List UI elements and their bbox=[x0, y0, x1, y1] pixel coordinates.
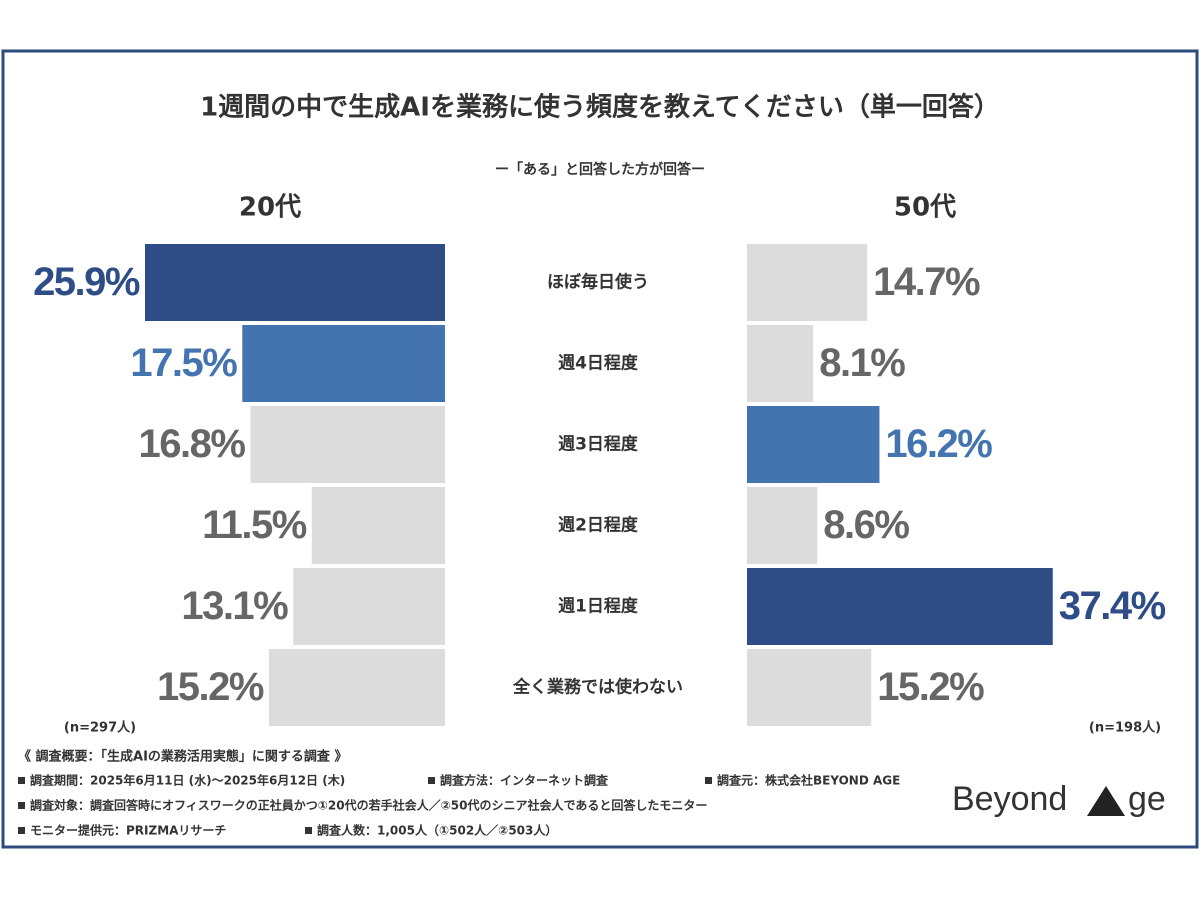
footer-heading: 《 調査概要：「生成AIの業務活用実態」に関する調査 》 bbox=[18, 749, 347, 765]
value-label: 15.2% bbox=[877, 665, 984, 709]
bar bbox=[268, 649, 445, 726]
bullet bbox=[305, 827, 312, 834]
category-label: 週1日程度 bbox=[558, 596, 639, 617]
panel-title: 20代 bbox=[239, 193, 301, 223]
bar bbox=[747, 325, 814, 402]
category-label: 全く業務では使わない bbox=[512, 677, 683, 698]
bullet bbox=[18, 827, 25, 834]
bullet bbox=[428, 777, 435, 784]
footer-item: 調査期間：2025年6月11日 (水)～2025年6月12日 (木) bbox=[30, 773, 345, 788]
bar bbox=[242, 325, 445, 402]
footer-item: 調査方法：インターネット調査 bbox=[440, 773, 609, 788]
logo-text: Beyond bbox=[952, 780, 1067, 818]
logo-triangle bbox=[1087, 786, 1125, 816]
bar bbox=[250, 406, 445, 483]
value-label: 16.8% bbox=[138, 422, 245, 466]
value-label: 8.6% bbox=[823, 503, 909, 547]
frame bbox=[1, 49, 1199, 849]
bar bbox=[311, 487, 445, 564]
category-label: 週4日程度 bbox=[558, 353, 639, 374]
value-label: 13.1% bbox=[181, 584, 288, 628]
value-label: 17.5% bbox=[130, 341, 237, 385]
category-label: 週3日程度 bbox=[558, 434, 639, 455]
footer-item: 調査元：株式会社BEYOND AGE bbox=[717, 773, 900, 788]
sample-note: (n=198人) bbox=[1089, 720, 1161, 736]
value-label: 25.9% bbox=[33, 260, 140, 304]
value-label: 11.5% bbox=[202, 503, 307, 547]
bullet bbox=[705, 777, 712, 784]
bar bbox=[747, 568, 1053, 645]
panel-title: 50代 bbox=[894, 193, 956, 223]
bar bbox=[144, 244, 445, 321]
value-label: 15.2% bbox=[157, 665, 264, 709]
value-label: 14.7% bbox=[873, 260, 980, 304]
footer-item: 調査対象：調査回答時にオフィスワークの正社員かつ①20代の若手社会人／②50代の… bbox=[30, 798, 707, 813]
bar bbox=[747, 406, 880, 483]
category-label: 週2日程度 bbox=[558, 515, 639, 536]
bar bbox=[747, 649, 872, 726]
logo-text: ge bbox=[1128, 780, 1166, 818]
value-label: 37.4% bbox=[1059, 584, 1166, 628]
footer-item: モニター提供元：PRIZMAリサーチ bbox=[30, 823, 226, 838]
bar bbox=[747, 244, 868, 321]
category-label: ほぼ毎日使う bbox=[547, 272, 649, 293]
bar bbox=[293, 568, 445, 645]
bullet bbox=[18, 777, 25, 784]
bullet bbox=[18, 802, 25, 809]
logo: Beyond ge bbox=[952, 780, 1166, 818]
sample-note: (n=297人) bbox=[64, 720, 136, 736]
value-label: 16.2% bbox=[885, 422, 992, 466]
chart-title: 1週間の中で生成AIを業務に使う頻度を教えてください（単一回答） bbox=[200, 92, 1000, 123]
bar bbox=[747, 487, 818, 564]
footer-item: 調査人数：1,005人（①502人／②503人） bbox=[317, 823, 557, 838]
value-label: 8.1% bbox=[819, 341, 905, 385]
chart-subtitle: ー「ある」と回答した方が回答ー bbox=[495, 161, 705, 178]
